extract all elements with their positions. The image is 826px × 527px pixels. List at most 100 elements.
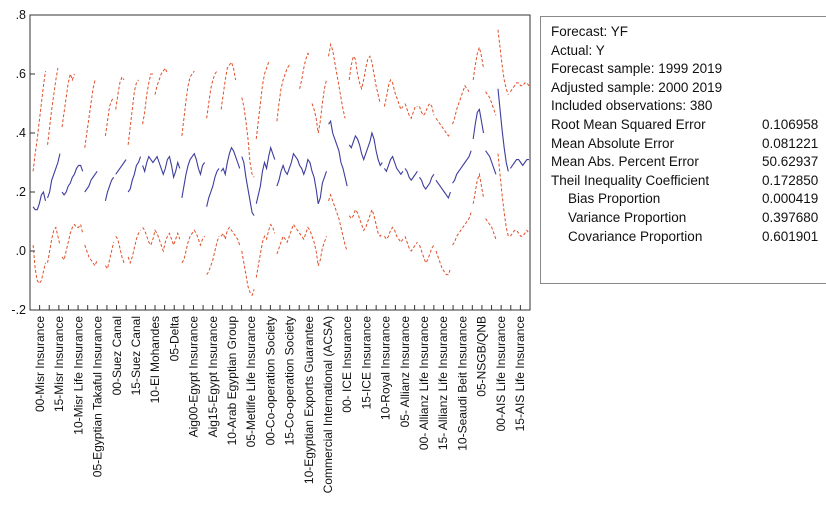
- stat-value: 0.601901: [762, 228, 819, 244]
- stat-value: 0.081221: [762, 135, 819, 151]
- se-band-segment: [142, 227, 181, 253]
- x-category-label: Aig15-Egypt Insurance: [206, 316, 220, 438]
- se-band-segment: [61, 223, 84, 262]
- se-band-segment: [32, 70, 46, 172]
- se-band-segment: [127, 230, 141, 265]
- se-band-segment: [241, 97, 255, 178]
- forecast-line-segment: [509, 159, 529, 169]
- x-category-label: 15-Misr Insurance: [52, 316, 66, 412]
- x-category-label: 15-Co-operation Society: [283, 316, 297, 445]
- forecast-stats-panel: Forecast: YF Actual: Y Forecast sample: 19…: [540, 16, 826, 284]
- se-band-segment: [452, 84, 470, 125]
- x-category-label: 10-Misr Life Insurance: [71, 316, 85, 435]
- se-band-segment: [115, 235, 125, 263]
- stat-label: Adjusted sample: 2000 2019: [551, 79, 723, 95]
- forecast-line-segment: [255, 145, 276, 204]
- stat-label: Forecast sample: 1999 2019: [551, 61, 723, 77]
- forecast-line-segment: [47, 153, 61, 199]
- y-tick-label: -.2: [11, 303, 26, 317]
- se-band-segment: [299, 52, 311, 89]
- y-tick-label: .2: [16, 185, 26, 199]
- se-band-segment: [181, 229, 205, 264]
- stat-label: Bias Proportion: [568, 191, 661, 207]
- plot-frame: [29, 14, 531, 311]
- se-band-segment: [472, 45, 485, 80]
- stat-label: Mean Absolute Error: [551, 135, 675, 151]
- x-axis: [29, 305, 531, 310]
- se-band-segment: [104, 97, 115, 137]
- y-tick-label: .0: [16, 244, 26, 258]
- se-band-segment: [47, 68, 59, 145]
- x-category-label: 10-Seaudi Beit Insurance: [455, 316, 469, 451]
- se-band-segment: [142, 73, 153, 125]
- se-band-segment: [348, 208, 383, 238]
- series-lines: [32, 29, 530, 297]
- x-category-label: 10-El Mohandes: [148, 316, 162, 403]
- stat-value: 50.62937: [762, 154, 819, 170]
- x-category-label: 00-Suez Canal: [110, 316, 124, 395]
- forecast-line-segment: [181, 152, 206, 198]
- forecast-line-segment: [104, 176, 115, 201]
- se-band-segment: [509, 82, 530, 92]
- forecast-line-segment: [404, 168, 418, 182]
- se-band-segment: [61, 72, 75, 128]
- x-category-label: 00-AIS Life Insurance: [494, 316, 508, 432]
- se-band-segment: [497, 29, 509, 95]
- forecast-line-segment: [32, 190, 47, 211]
- se-band-segment: [206, 236, 220, 275]
- y-axis: .8 .6 .4 .2 .0 -.2: [11, 8, 35, 317]
- forecast-line-segment: [115, 159, 127, 175]
- forecast-line-segment: [220, 146, 241, 177]
- se-band-segment: [154, 67, 168, 95]
- se-band-segment: [509, 229, 530, 237]
- x-category-label: 15-AIS Life Insurance: [513, 316, 527, 432]
- forecast-line-segment: [61, 164, 84, 196]
- stat-label: Variance Proportion: [568, 210, 687, 225]
- se-band-segment: [311, 79, 327, 134]
- x-category-label: 00- ICE Insurance: [340, 316, 354, 413]
- x-category-label: 15- Allianz Life Insurance: [436, 316, 450, 450]
- x-category-labels: 00-Misr Insurance 15-Misr Insurance 10-Mis…: [33, 316, 527, 494]
- se-band-segment: [206, 70, 218, 119]
- se-band-segment: [452, 212, 472, 246]
- x-category-label: 05-Egyptian Takaful Insurance: [91, 316, 105, 478]
- se-band-segment: [435, 250, 451, 276]
- se-band-segment: [383, 78, 404, 111]
- x-category-label: 10-Arab Egyptian Group: [225, 316, 239, 446]
- forecast-line-segment: [452, 150, 472, 184]
- forecast-line-segment: [383, 155, 404, 176]
- forecast-line-segment: [328, 119, 348, 187]
- se-band-segment: [84, 244, 98, 267]
- forecast-line-segment: [435, 179, 451, 200]
- se-band-segment: [435, 117, 451, 137]
- stat-value: 0.397680: [762, 210, 819, 225]
- forecast-line-segment: [127, 156, 142, 193]
- stat-label: Mean Abs. Percent Error: [551, 154, 699, 170]
- stat-label: Actual: Y: [551, 42, 605, 58]
- se-band-segment: [348, 55, 381, 104]
- se-band-segment: [485, 91, 497, 116]
- forecast-line-segment: [348, 131, 383, 167]
- se-band-segment: [47, 226, 61, 263]
- se-band-segment: [328, 193, 348, 252]
- x-category-label: 05-Delta: [167, 316, 181, 362]
- x-category-label: 00- Allianz Life Insurance: [417, 316, 431, 450]
- stat-value: 0.106958: [762, 117, 819, 132]
- se-band-segment: [472, 172, 485, 204]
- se-band-segment: [115, 75, 125, 110]
- stat-label: Theil Inequality Coefficient: [551, 172, 710, 188]
- stat-value: 0.172850: [762, 172, 819, 188]
- se-band-segment: [404, 103, 418, 120]
- se-band-segment: [220, 61, 237, 110]
- se-band-segment: [84, 79, 96, 148]
- se-band-segment: [497, 153, 509, 237]
- x-category-label: 05- Allianz Insurance: [398, 316, 412, 428]
- x-category-label: 05-NSGB/QNB: [475, 316, 489, 397]
- x-category-label: 10-Egyptian Exports Guarantee: [302, 316, 316, 484]
- forecast-line-segment: [142, 155, 181, 180]
- se-band-segment: [220, 226, 241, 246]
- forecast-line-segment: [276, 152, 328, 204]
- forecast-line-segment: [241, 156, 255, 216]
- se-band-segment: [181, 70, 195, 137]
